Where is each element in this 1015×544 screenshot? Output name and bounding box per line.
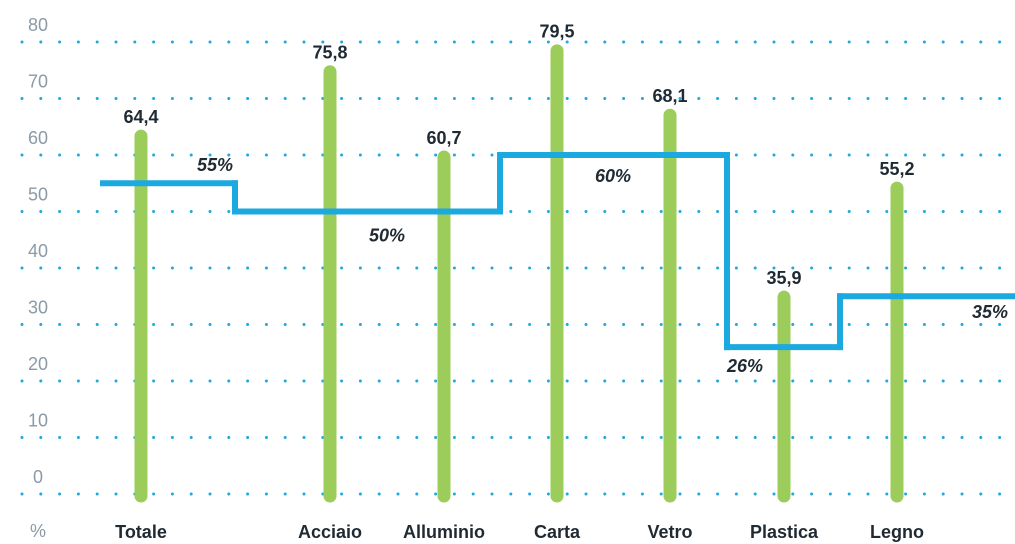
x-tick-label: Acciaio (298, 522, 362, 542)
y-tick-label: 40 (28, 241, 48, 261)
y-axis-label: % (30, 521, 46, 541)
x-tick-label: Plastica (750, 522, 819, 542)
value-label: 55,2 (879, 159, 914, 179)
x-tick-label: Alluminio (403, 522, 485, 542)
y-tick-label: 70 (28, 71, 48, 91)
value-label: 79,5 (539, 22, 574, 42)
value-label: 64,4 (123, 107, 158, 127)
target-label: 26% (726, 356, 763, 376)
y-tick-label: 10 (28, 410, 48, 430)
target-label: 55% (197, 155, 233, 175)
value-label: 60,7 (426, 128, 461, 148)
value-label: 75,8 (312, 42, 347, 62)
y-tick-label: 20 (28, 354, 48, 374)
value-label: 68,1 (652, 86, 687, 106)
y-tick-label: 60 (28, 128, 48, 148)
x-tick-label: Legno (870, 522, 924, 542)
y-tick-label: 0 (33, 467, 43, 487)
target-label: 35% (972, 302, 1008, 322)
x-tick-label: Totale (115, 522, 167, 542)
x-tick-label: Vetro (647, 522, 692, 542)
y-tick-label: 80 (28, 15, 48, 35)
x-tick-label: Carta (534, 522, 581, 542)
y-tick-label: 30 (28, 297, 48, 317)
target-label: 60% (595, 166, 631, 186)
target-label: 50% (369, 225, 405, 245)
y-tick-label: 50 (28, 184, 48, 204)
value-label: 35,9 (766, 268, 801, 288)
